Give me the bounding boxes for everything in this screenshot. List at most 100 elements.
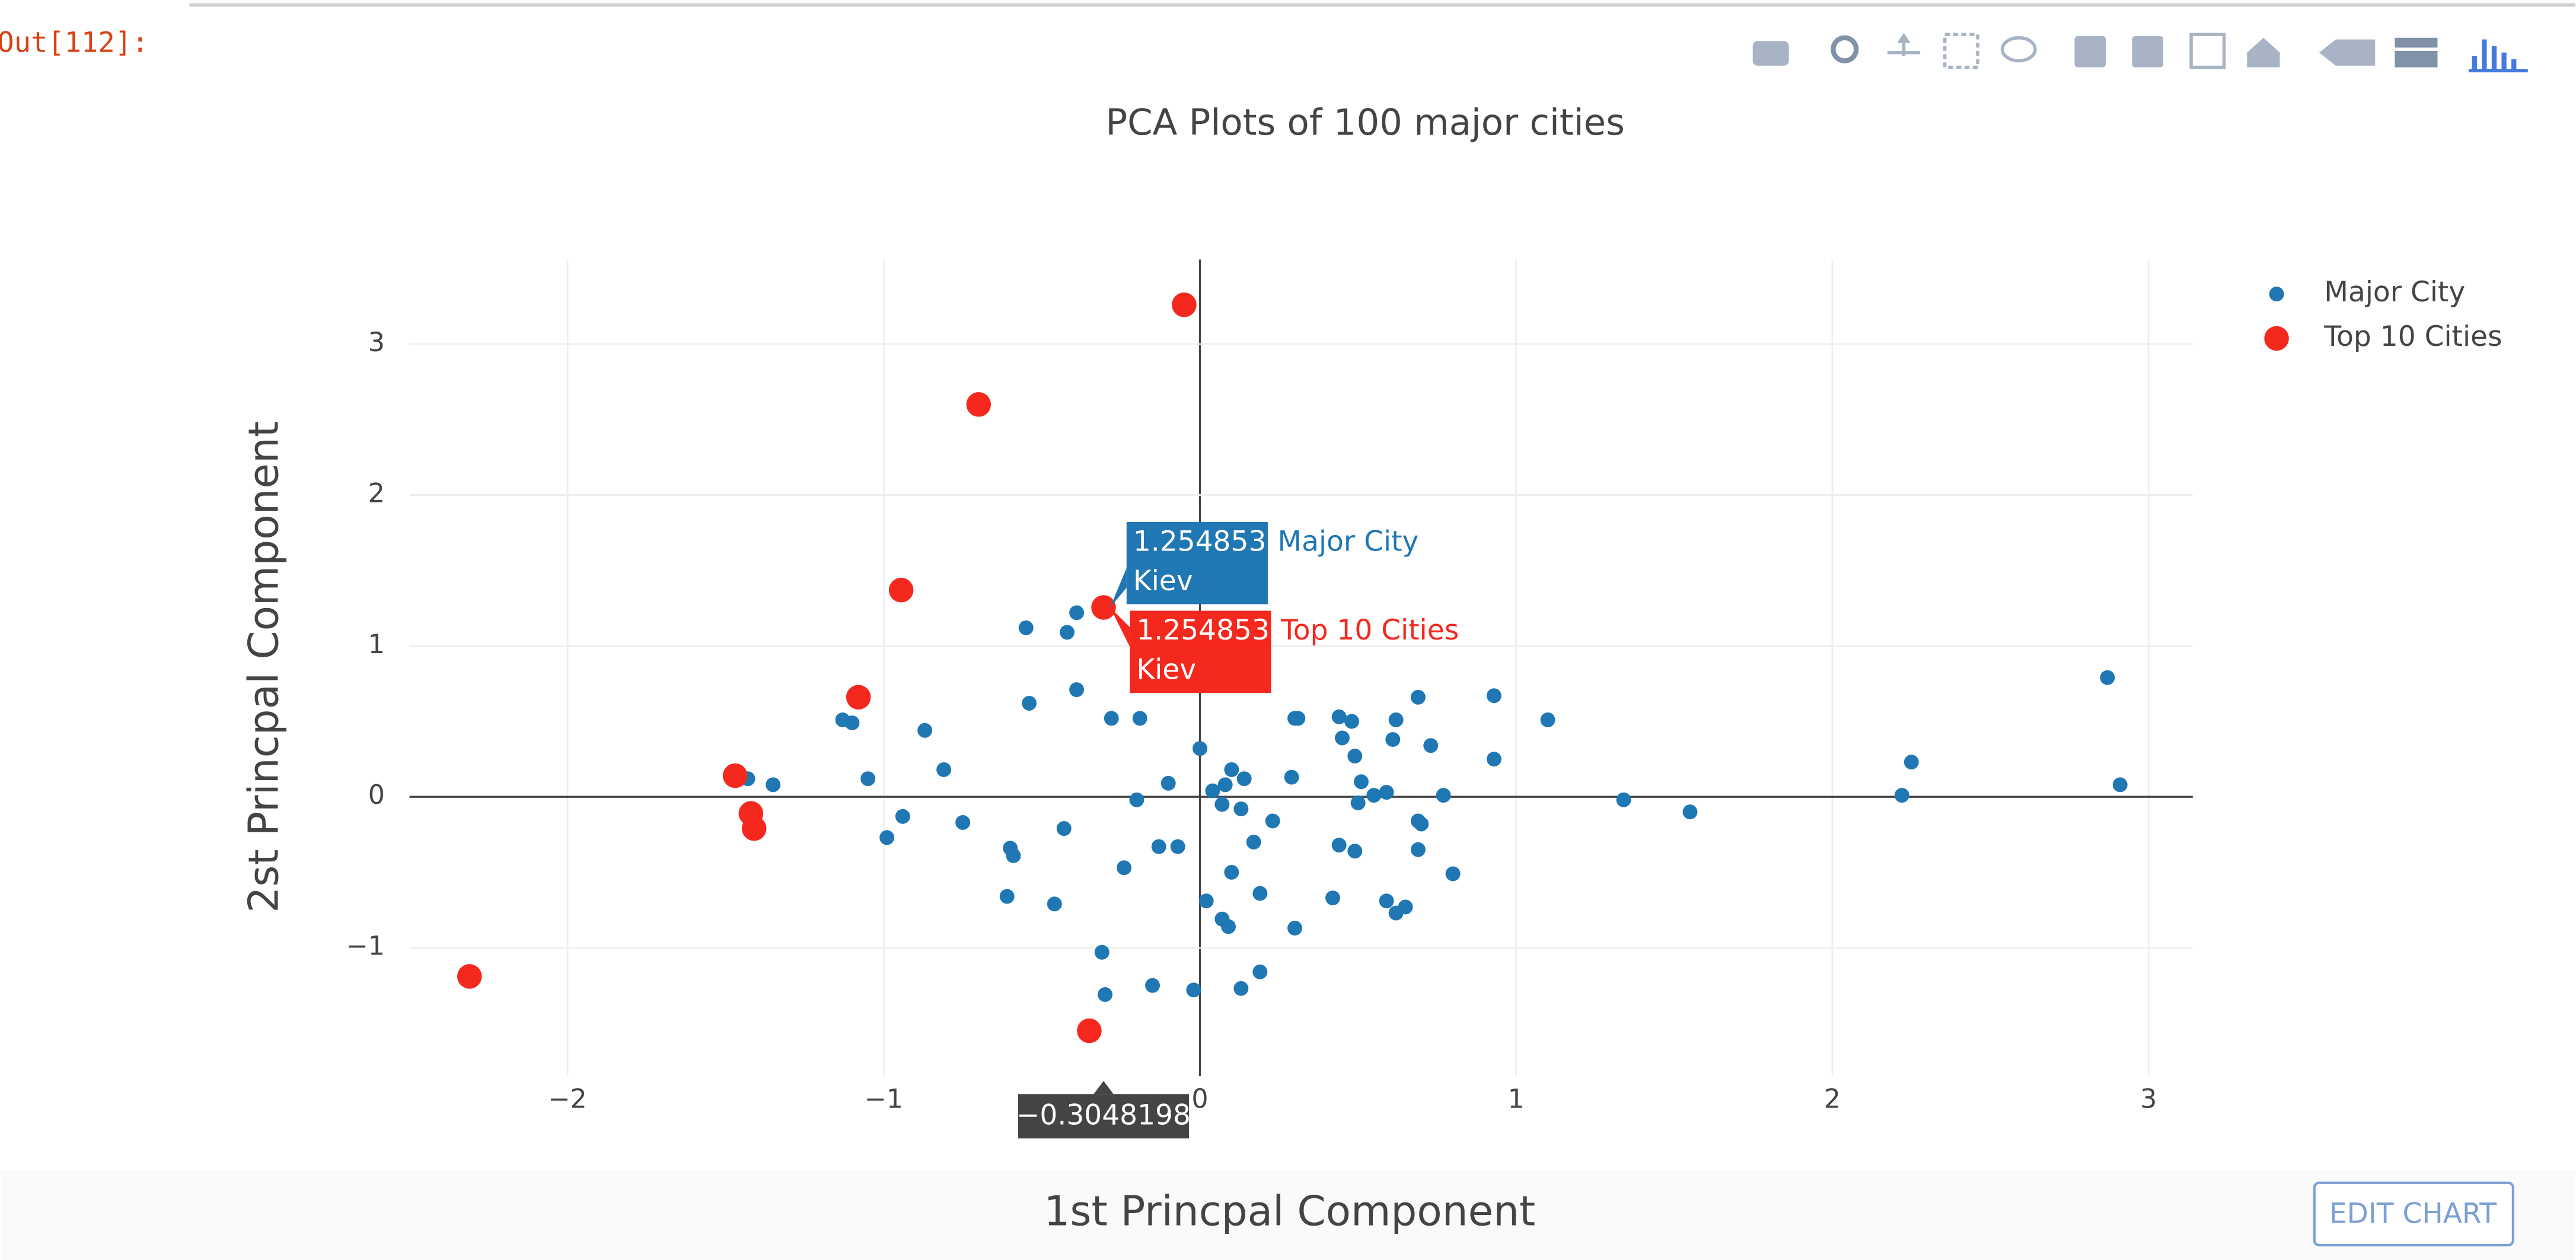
legend-label: Major City xyxy=(2324,276,2465,308)
data-point xyxy=(1205,783,1220,798)
data-point xyxy=(1284,769,1299,785)
data-point xyxy=(1385,732,1401,747)
hover-pointer xyxy=(1110,568,1127,607)
data-point xyxy=(1233,801,1249,817)
data-point xyxy=(1214,797,1230,812)
hover-x-label: −0.3048198 xyxy=(1016,1081,1191,1139)
data-point xyxy=(1069,605,1085,621)
data-point xyxy=(1379,785,1394,800)
data-point xyxy=(999,889,1015,904)
legend-label: Top 10 Cities xyxy=(2323,320,2502,353)
button-frame[interactable] xyxy=(2313,1181,2514,1247)
data-point xyxy=(1904,755,1919,770)
data-point xyxy=(1006,848,1021,863)
data-point xyxy=(1252,964,1268,979)
data-point xyxy=(1414,816,1429,832)
data-point xyxy=(1224,864,1239,880)
pan-icon[interactable] xyxy=(1887,33,1921,56)
hover-series: Major City xyxy=(1278,525,1419,558)
hover-compare-icon[interactable] xyxy=(2395,37,2438,68)
data-point xyxy=(1145,978,1160,993)
data-point xyxy=(1350,795,1366,810)
hover-label: 1.254853 Kiev Major City xyxy=(1110,521,1419,607)
legend-marker xyxy=(2269,287,2284,302)
zoom-out-icon[interactable] xyxy=(2132,36,2163,68)
data-point xyxy=(1018,620,1034,635)
x-tick-label: 1 xyxy=(1508,1084,1525,1114)
hover-text: Kiev xyxy=(1136,653,1196,686)
y-tick-label: 3 xyxy=(368,327,385,358)
zoom-icon[interactable] xyxy=(1831,35,1859,63)
data-point xyxy=(879,830,895,845)
hover-series: Top 10 Cities xyxy=(1280,614,1459,647)
hover-x-pointer xyxy=(1093,1081,1114,1094)
hover-value: 1.254853 xyxy=(1133,525,1267,558)
data-point xyxy=(1233,981,1249,996)
data-point xyxy=(1366,788,1382,803)
data-point xyxy=(1069,682,1085,698)
data-point xyxy=(1410,842,1426,857)
hover-box xyxy=(1126,521,1268,604)
modebar xyxy=(1752,33,2528,72)
data-point xyxy=(1894,788,1909,803)
data-point xyxy=(1198,893,1214,909)
data-point xyxy=(457,964,482,989)
data-point xyxy=(1682,804,1698,820)
hover-value: 1.254853 xyxy=(1136,614,1270,647)
data-point xyxy=(1221,919,1236,934)
data-point xyxy=(1056,821,1072,836)
data-point xyxy=(766,777,781,793)
y-tick-label: −1 xyxy=(346,931,385,962)
data-point xyxy=(1616,792,1631,807)
data-point xyxy=(1022,696,1037,711)
data-point xyxy=(1410,689,1426,705)
data-point xyxy=(1398,899,1413,915)
box-select-icon[interactable] xyxy=(1943,33,1979,69)
data-point xyxy=(2100,670,2115,685)
data-point xyxy=(741,816,767,841)
x-tick-label: −2 xyxy=(548,1084,586,1114)
data-point xyxy=(936,762,952,777)
camera-icon[interactable] xyxy=(1752,41,1789,66)
x-axis-title: 1st Princpal Component xyxy=(1044,1188,1535,1235)
footer-strip xyxy=(0,1169,2576,1260)
data-point xyxy=(1335,730,1350,746)
data-point xyxy=(1186,982,1201,998)
x-tick-label: 3 xyxy=(2140,1084,2157,1114)
data-point xyxy=(2112,777,2128,793)
lasso-icon[interactable] xyxy=(2000,36,2037,63)
data-point xyxy=(1224,762,1239,777)
hover-x-box xyxy=(1018,1094,1189,1139)
y-tick-label: 1 xyxy=(368,629,385,660)
data-point xyxy=(1486,752,1501,767)
data-point xyxy=(966,392,991,417)
data-point xyxy=(860,771,876,787)
data-point xyxy=(1436,788,1451,803)
edit-chart-button[interactable]: EDIT CHART xyxy=(2313,1181,2514,1247)
hover-closest-icon[interactable] xyxy=(2319,39,2376,66)
data-point xyxy=(1170,839,1185,854)
data-point xyxy=(1094,944,1110,960)
data-point xyxy=(1331,838,1347,853)
zoom-in-icon[interactable] xyxy=(2074,36,2106,68)
data-point xyxy=(1172,292,1197,317)
y-axis-title: 2st Princpal Component xyxy=(241,421,288,913)
hover-box xyxy=(1130,610,1271,693)
data-point xyxy=(1325,890,1340,906)
data-point xyxy=(1331,709,1347,724)
data-point xyxy=(1252,886,1268,901)
data-point xyxy=(1486,688,1501,704)
autoscale-icon[interactable] xyxy=(2189,33,2226,69)
data-point xyxy=(1132,711,1147,726)
data-point xyxy=(1151,839,1166,854)
data-point xyxy=(1060,625,1075,640)
plotly-logo[interactable] xyxy=(2469,39,2528,72)
data-point xyxy=(888,577,914,603)
data-point xyxy=(1129,792,1144,807)
data-point xyxy=(1347,844,1363,859)
home-icon[interactable] xyxy=(2247,37,2280,68)
button-label[interactable]: EDIT CHART xyxy=(2329,1198,2497,1230)
chart-title: PCA Plots of 100 major cities xyxy=(1105,101,1625,144)
